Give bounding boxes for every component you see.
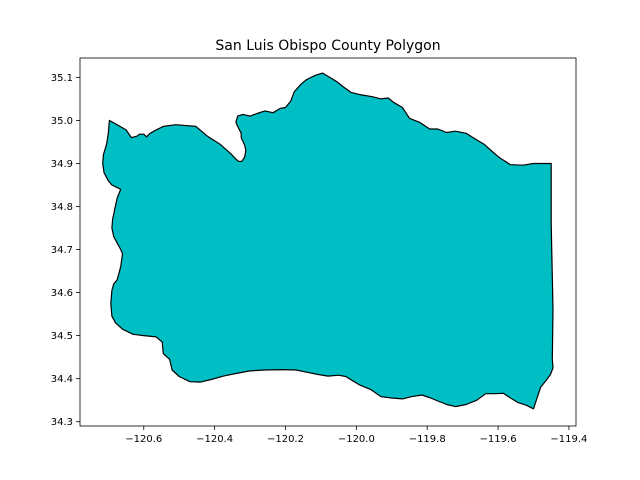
y-tick-label: 34.9 (51, 159, 73, 170)
y-tick-label: 34.8 (51, 202, 73, 213)
y-tick-label: 35.1 (51, 73, 73, 84)
x-tick-label: −119.6 (480, 434, 517, 445)
x-tick-label: −119.8 (409, 434, 446, 445)
axes-frame (79, 57, 577, 427)
x-tick-label: −120.0 (338, 434, 375, 445)
chart-title: San Luis Obispo County Polygon (215, 38, 440, 54)
x-tick-label: −119.4 (550, 434, 587, 445)
x-tick-label: −120.4 (196, 434, 233, 445)
y-tick-label: 34.3 (51, 417, 73, 428)
y-tick-label: 35.0 (51, 116, 73, 127)
county-polygon (102, 72, 554, 410)
x-tick-label: −120.6 (125, 434, 162, 445)
x-tick-label: −120.2 (267, 434, 304, 445)
plot-area: −120.6 −120.4 −120.2 −120.0 −119.8 −119.6 −119… (51, 57, 587, 445)
y-tick-label: 34.5 (51, 331, 73, 342)
y-tick-label: 34.6 (51, 288, 73, 299)
y-tick-label: 34.4 (51, 374, 73, 385)
y-tick-label: 34.7 (51, 245, 73, 256)
